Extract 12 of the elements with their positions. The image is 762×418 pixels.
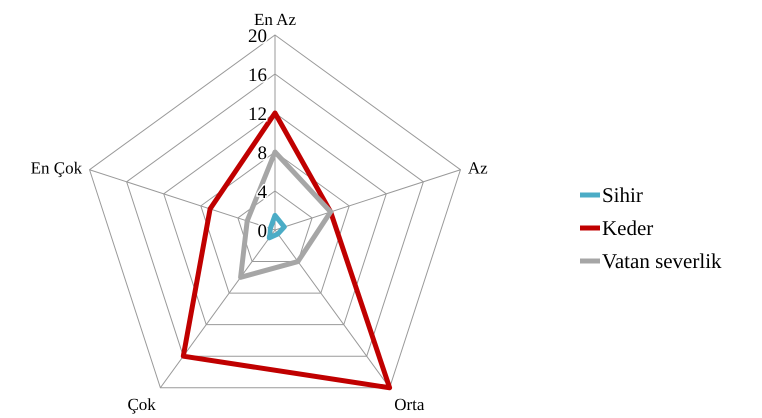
y-tick-label: 8 [258,143,267,164]
legend-label: Vatan severlik [602,249,722,273]
spoke-label: Çok [127,395,156,414]
y-tick-label: 4 [258,182,268,203]
legend-label: Sihir [602,183,643,207]
legend-label: Keder [602,216,654,240]
y-tick-label: 16 [248,65,267,86]
spoke-label: En Çok [30,158,83,178]
y-tick-label: 12 [248,104,267,125]
y-tick-label: 0 [258,221,267,242]
spoke-label: Orta [394,395,425,414]
spoke-label: Az [468,158,488,178]
